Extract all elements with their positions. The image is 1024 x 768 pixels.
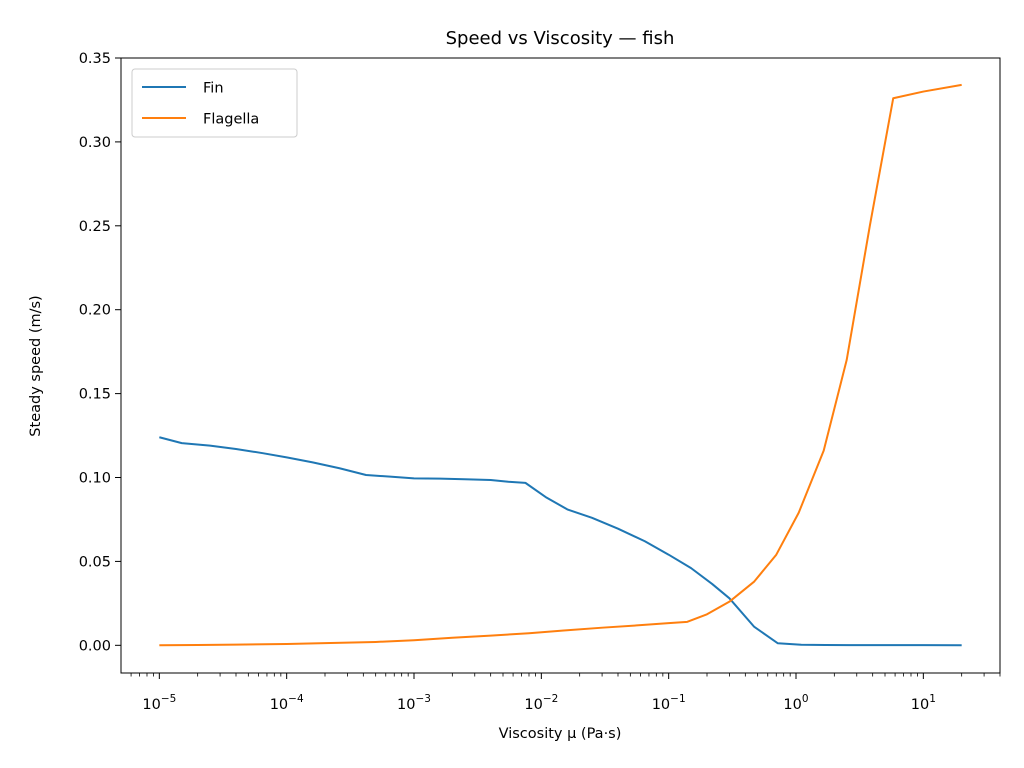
y-tick-label-2: 0.10 xyxy=(79,471,111,487)
x-tick-label-0: 10−5 xyxy=(142,693,176,713)
legend-label-0: Fin xyxy=(203,81,224,97)
x-tick-label-base: 10 xyxy=(524,697,542,713)
x-axis-label: Viscosity μ (Pa·s) xyxy=(499,726,622,742)
plot-lines xyxy=(159,83,962,647)
y-tick-label-4: 0.20 xyxy=(79,303,111,319)
x-tick-label-base: 10 xyxy=(911,697,929,713)
legend-label-1: Flagella xyxy=(203,112,259,128)
y-tick-label-0: 0.00 xyxy=(79,638,111,654)
x-tick-label-exponent: −4 xyxy=(288,693,304,705)
x-tick-label-6: 101 xyxy=(911,693,936,713)
chart-title: Speed vs Viscosity — fish xyxy=(446,28,675,49)
x-axis: 10−5 10−4 10−3 10−2 10−1 100 101 xyxy=(130,673,1001,713)
x-tick-label-base: 10 xyxy=(783,697,801,713)
y-axis-label: Steady speed (m/s) xyxy=(28,295,44,436)
x-tick-label-exponent: −5 xyxy=(161,693,176,705)
legend: Fin Flagella xyxy=(131,68,298,138)
y-tick-label-1: 0.05 xyxy=(79,554,111,570)
series-line-1 xyxy=(159,83,962,647)
plot-frame xyxy=(120,57,1001,674)
x-tick-label-base: 10 xyxy=(652,697,670,713)
x-tick-label-4: 10−1 xyxy=(652,693,686,713)
x-tick-label-exponent: 0 xyxy=(802,693,809,705)
series-line-0 xyxy=(159,436,962,647)
y-tick-label-5: 0.25 xyxy=(79,219,111,235)
x-tick-label-1: 10−4 xyxy=(270,693,304,713)
x-tick-label-exponent: −1 xyxy=(670,693,685,705)
y-axis: 0.00 0.05 0.10 0.15 0.20 0.25 0.30 0.35 xyxy=(79,51,121,654)
x-tick-label-exponent: 1 xyxy=(929,693,936,705)
x-tick-label-3: 10−2 xyxy=(524,693,558,713)
x-tick-label-base: 10 xyxy=(142,697,160,713)
y-tick-label-3: 0.15 xyxy=(79,387,111,403)
x-tick-label-exponent: −2 xyxy=(543,693,558,705)
x-tick-label-5: 100 xyxy=(783,693,808,713)
x-tick-label-2: 10−3 xyxy=(397,693,431,713)
y-tick-label-7: 0.35 xyxy=(79,51,111,67)
x-tick-label-base: 10 xyxy=(397,697,415,713)
y-tick-label-6: 0.30 xyxy=(79,135,111,151)
x-tick-label-exponent: −3 xyxy=(415,693,430,705)
x-tick-label-base: 10 xyxy=(270,697,288,713)
